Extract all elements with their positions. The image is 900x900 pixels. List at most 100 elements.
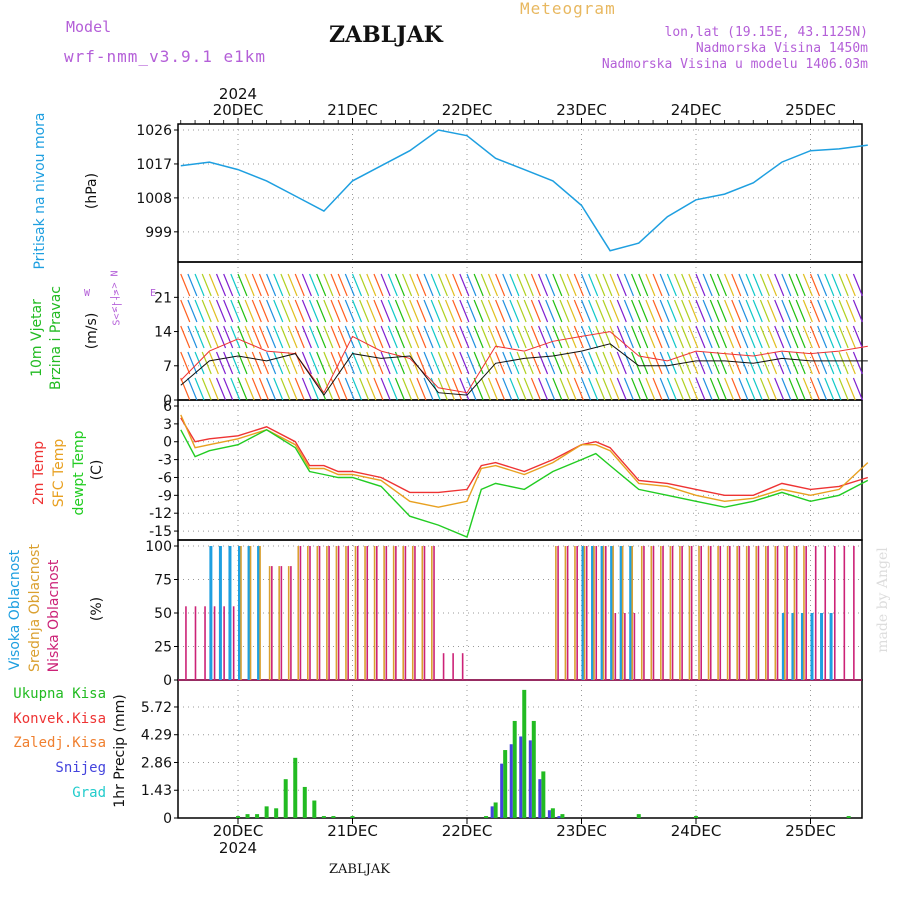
wind-barb	[466, 273, 477, 297]
y-tick-label: 5.72	[141, 700, 172, 716]
elevation-label: Nadmorska Visina 1450m	[695, 41, 868, 56]
wind-barb	[416, 377, 427, 401]
wind-barb	[580, 377, 592, 401]
wind-barb	[559, 273, 570, 297]
wind-barb	[330, 273, 341, 297]
wind-barb	[366, 377, 377, 401]
y-tick-label: 7	[163, 359, 172, 375]
wind-barb	[652, 299, 663, 323]
wind-barb	[731, 299, 742, 323]
wind-barb	[208, 273, 219, 297]
cloud-low-bar	[681, 546, 683, 680]
precip-snow-bar	[519, 736, 523, 818]
y-tick-label: 14	[154, 325, 172, 341]
wind-barb	[767, 377, 778, 401]
wind-barb	[802, 377, 813, 401]
wind-barb	[817, 325, 828, 349]
cloud-low-bar	[328, 546, 330, 680]
station-title: ZABLJAK	[329, 22, 443, 48]
wind-barb	[452, 299, 463, 323]
cloud-low-bar	[232, 606, 235, 680]
wind-barb	[709, 299, 720, 323]
cloud-mid-bar	[249, 546, 252, 680]
wind-barb	[530, 377, 541, 401]
wind-barb	[774, 299, 785, 323]
wind-barb	[631, 325, 642, 349]
cloud-mid-bar	[784, 546, 786, 680]
wind-barb	[237, 299, 248, 323]
wind-barb	[394, 351, 405, 375]
wind-barb	[781, 273, 792, 297]
wind-barb	[681, 377, 692, 401]
wind-barb	[316, 299, 327, 323]
wind-barb	[638, 377, 649, 401]
wind-barb	[716, 377, 728, 401]
cloud-high-bar	[800, 613, 804, 680]
wind-barb	[258, 351, 270, 375]
wind-barb	[495, 273, 506, 297]
coords-label: lon,lat (19.15E, 43.1125N)	[664, 25, 869, 40]
wind-barb	[602, 273, 613, 297]
wind-barb	[373, 377, 384, 401]
wind-barb	[538, 325, 549, 349]
wind-barb	[745, 273, 756, 297]
wind-barb	[294, 325, 305, 349]
cloud-low-bar	[576, 546, 578, 680]
wind-barb	[473, 325, 484, 349]
wind-barb	[530, 351, 541, 375]
wind-barb	[681, 325, 692, 349]
wind-barb	[373, 325, 384, 349]
wind-barb	[452, 377, 463, 401]
wind-barb	[709, 377, 720, 401]
wind-barb	[366, 299, 377, 323]
wind-barb	[716, 273, 728, 297]
wind-barb	[301, 299, 312, 323]
wind-barb	[802, 351, 813, 375]
year-label-bottom: 2024	[219, 839, 257, 857]
product-title: Meteogram	[520, 0, 616, 18]
wind-barb	[573, 351, 584, 375]
cloud-mid-bar	[612, 546, 614, 680]
cloud-high-bar	[209, 546, 213, 680]
cloud-high-bar	[810, 613, 814, 680]
wind-barb	[552, 273, 563, 297]
wind-barb	[523, 325, 534, 349]
precip-total-bar	[694, 816, 698, 818]
wind-barb	[559, 299, 570, 323]
wind-barb	[366, 351, 377, 375]
wind-barb	[459, 273, 470, 297]
wind-barb	[545, 377, 556, 401]
wind-barb	[244, 351, 255, 375]
wind-barb	[695, 325, 706, 349]
cloud-high-bar	[619, 546, 623, 680]
wind-barb	[444, 377, 456, 401]
wind-barb	[702, 377, 713, 401]
wind-barb	[423, 299, 434, 323]
wind-barb	[824, 377, 835, 401]
y-tick-label: 0	[163, 811, 172, 827]
wind-barb	[681, 273, 692, 297]
wind-barb	[774, 351, 785, 375]
wind-barb	[752, 273, 763, 297]
wind-barb	[580, 273, 592, 297]
wind-barb	[759, 273, 770, 297]
wind-barb	[638, 273, 649, 297]
precip-total-bar	[503, 750, 508, 818]
precip-total-bar	[550, 808, 555, 818]
wind-barb	[301, 351, 312, 375]
cloud-low-bar	[414, 546, 416, 680]
wind-barb	[530, 299, 541, 323]
wind-barb	[759, 299, 770, 323]
cloud-high-bar	[581, 546, 585, 680]
wind-barb	[623, 299, 634, 323]
wind-barb	[223, 299, 234, 323]
wind-barb	[244, 273, 255, 297]
wind-barb	[795, 299, 806, 323]
wind-barb	[280, 351, 291, 375]
cloud-low-bar	[595, 546, 598, 680]
cloud-low-bar	[395, 546, 397, 680]
wind-barb	[480, 273, 491, 297]
cloud-mid-bar	[316, 546, 319, 680]
panel-frame	[177, 261, 863, 401]
wind-barb	[609, 325, 620, 349]
